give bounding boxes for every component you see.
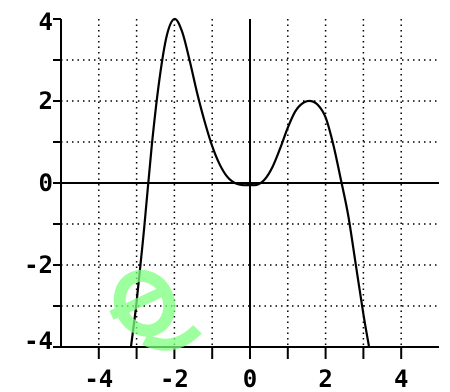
y-tick-label: 4: [39, 8, 53, 36]
x-tick-label: 0: [243, 365, 257, 392]
x-tick-label: -4: [84, 365, 113, 392]
y-tick-label: -2: [24, 251, 53, 279]
y-tick-label: 0: [39, 169, 53, 197]
x-tick-label: -2: [160, 365, 189, 392]
watermark-tail: [142, 324, 202, 351]
tick-marks: [53, 18, 403, 359]
y-tick-label: 2: [39, 87, 53, 115]
x-tick-label: 4: [394, 365, 408, 392]
watermark-mark: [109, 269, 202, 351]
series-line: [129, 17, 371, 348]
watermark-logo: [109, 269, 202, 351]
x-tick-label: 2: [318, 365, 332, 392]
y-tick-label: -4: [24, 327, 53, 355]
series-group: [129, 17, 371, 348]
tick-labels: -4 -2 0 2 4 -4 -2 0 2 4: [24, 8, 408, 392]
watermark-bar: [109, 284, 170, 320]
axes: [61, 19, 439, 347]
